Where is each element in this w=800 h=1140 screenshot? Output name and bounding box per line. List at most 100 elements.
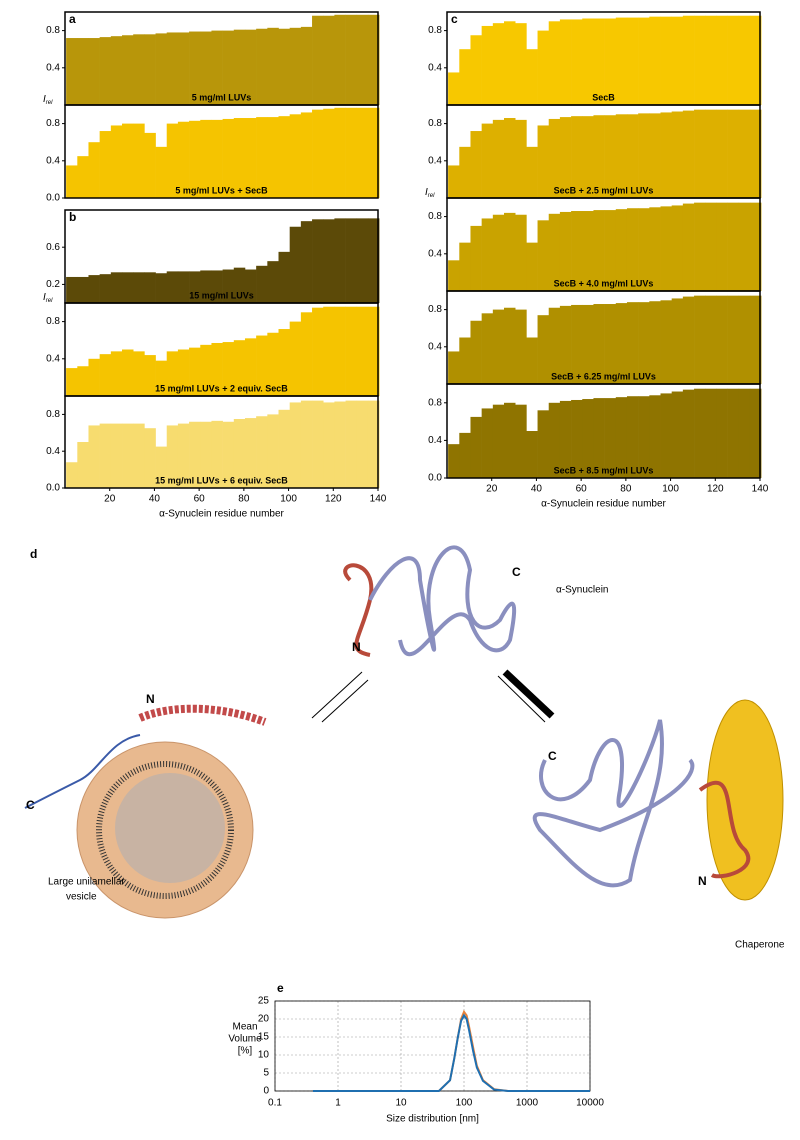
bar <box>233 267 246 303</box>
bar <box>615 303 628 384</box>
bar <box>716 109 728 198</box>
arrow <box>311 671 363 719</box>
bar <box>312 109 324 198</box>
bar <box>492 119 505 198</box>
x-tick-label: 1000 <box>516 1098 539 1109</box>
bar <box>189 120 201 198</box>
x-tick-label: 20 <box>104 494 116 505</box>
bar <box>682 296 695 384</box>
bar <box>448 165 460 198</box>
chaperone-label: Chaperone <box>735 940 785 951</box>
bar <box>189 421 201 488</box>
x-tick-label: 60 <box>194 494 206 505</box>
bar <box>492 23 505 105</box>
y-tick-label: 0 <box>263 1086 269 1097</box>
x-tick-label: 100 <box>662 484 679 495</box>
bar <box>144 34 156 105</box>
bar <box>233 29 246 106</box>
bar <box>593 398 605 478</box>
bar <box>727 15 740 105</box>
plot-frame <box>274 1000 591 1092</box>
bar <box>233 419 246 488</box>
bar <box>638 396 650 478</box>
bar <box>537 125 550 198</box>
bar <box>144 132 156 198</box>
bar <box>738 109 751 198</box>
bar <box>548 213 561 291</box>
bar <box>649 395 661 478</box>
bar <box>526 242 538 291</box>
bar <box>256 28 268 106</box>
bar <box>144 428 156 488</box>
bar <box>649 207 661 291</box>
y-axis-label-main: I <box>425 187 428 198</box>
bar <box>626 114 639 198</box>
bar <box>548 21 561 105</box>
y-tick-label: 10 <box>258 1050 270 1061</box>
bar <box>749 15 762 105</box>
bar <box>571 304 583 384</box>
bar <box>77 276 89 303</box>
y-axis-label: Irel <box>43 94 53 106</box>
bar <box>615 397 628 478</box>
bar <box>323 15 335 105</box>
bar <box>155 146 168 198</box>
x-tick-label: 140 <box>752 484 769 495</box>
bar <box>312 15 324 105</box>
bar <box>66 276 78 303</box>
bar <box>459 432 471 478</box>
bar <box>548 118 561 198</box>
bar <box>222 421 235 488</box>
bar <box>155 273 168 303</box>
bar <box>660 112 672 198</box>
panel-label: b <box>69 210 76 224</box>
bar <box>694 388 706 478</box>
bar <box>278 28 290 106</box>
bar <box>548 402 561 478</box>
bar <box>660 16 672 105</box>
bar <box>77 366 89 396</box>
chaperone-chain <box>532 719 695 888</box>
bar <box>334 107 346 198</box>
panel-annotation: SecB + 4.0 mg/ml LUVs <box>554 278 654 288</box>
protein-label: α-Synuclein <box>556 585 608 596</box>
bar <box>671 391 684 478</box>
bar <box>177 32 190 105</box>
bar <box>738 388 751 478</box>
bar <box>356 306 369 396</box>
panel-annotation: 5 mg/ml LUVs + SecB <box>175 185 268 195</box>
y-tick-label: 0.0 <box>46 483 60 494</box>
bar <box>615 209 628 291</box>
bar <box>155 33 168 105</box>
bar <box>649 16 661 105</box>
bar <box>222 342 235 396</box>
bar <box>559 211 572 291</box>
bar <box>267 117 279 198</box>
bar <box>155 360 168 396</box>
y-axis-label-main: I <box>43 94 46 105</box>
y-tick-label: 0.4 <box>428 341 442 352</box>
bar <box>278 116 290 198</box>
bar <box>615 17 628 105</box>
bar <box>278 409 290 488</box>
bar <box>300 312 313 396</box>
bar <box>593 18 605 105</box>
bar <box>66 462 78 488</box>
bar <box>749 202 762 291</box>
bar <box>88 358 100 396</box>
bar <box>481 25 494 106</box>
bar <box>448 351 460 384</box>
bar <box>289 402 302 488</box>
bar <box>133 272 145 303</box>
bar <box>256 265 268 303</box>
bar <box>515 309 527 384</box>
y-axis-label: Irel <box>43 292 53 304</box>
y-tick-label: 0.2 <box>46 279 60 290</box>
y-axis-label: Irel <box>425 187 435 199</box>
y-tick-label: 0.8 <box>428 211 442 222</box>
bar <box>682 389 695 478</box>
bar <box>571 116 583 198</box>
bar <box>559 400 572 478</box>
y-tick-label: 0.4 <box>428 248 442 259</box>
bar <box>660 393 672 478</box>
